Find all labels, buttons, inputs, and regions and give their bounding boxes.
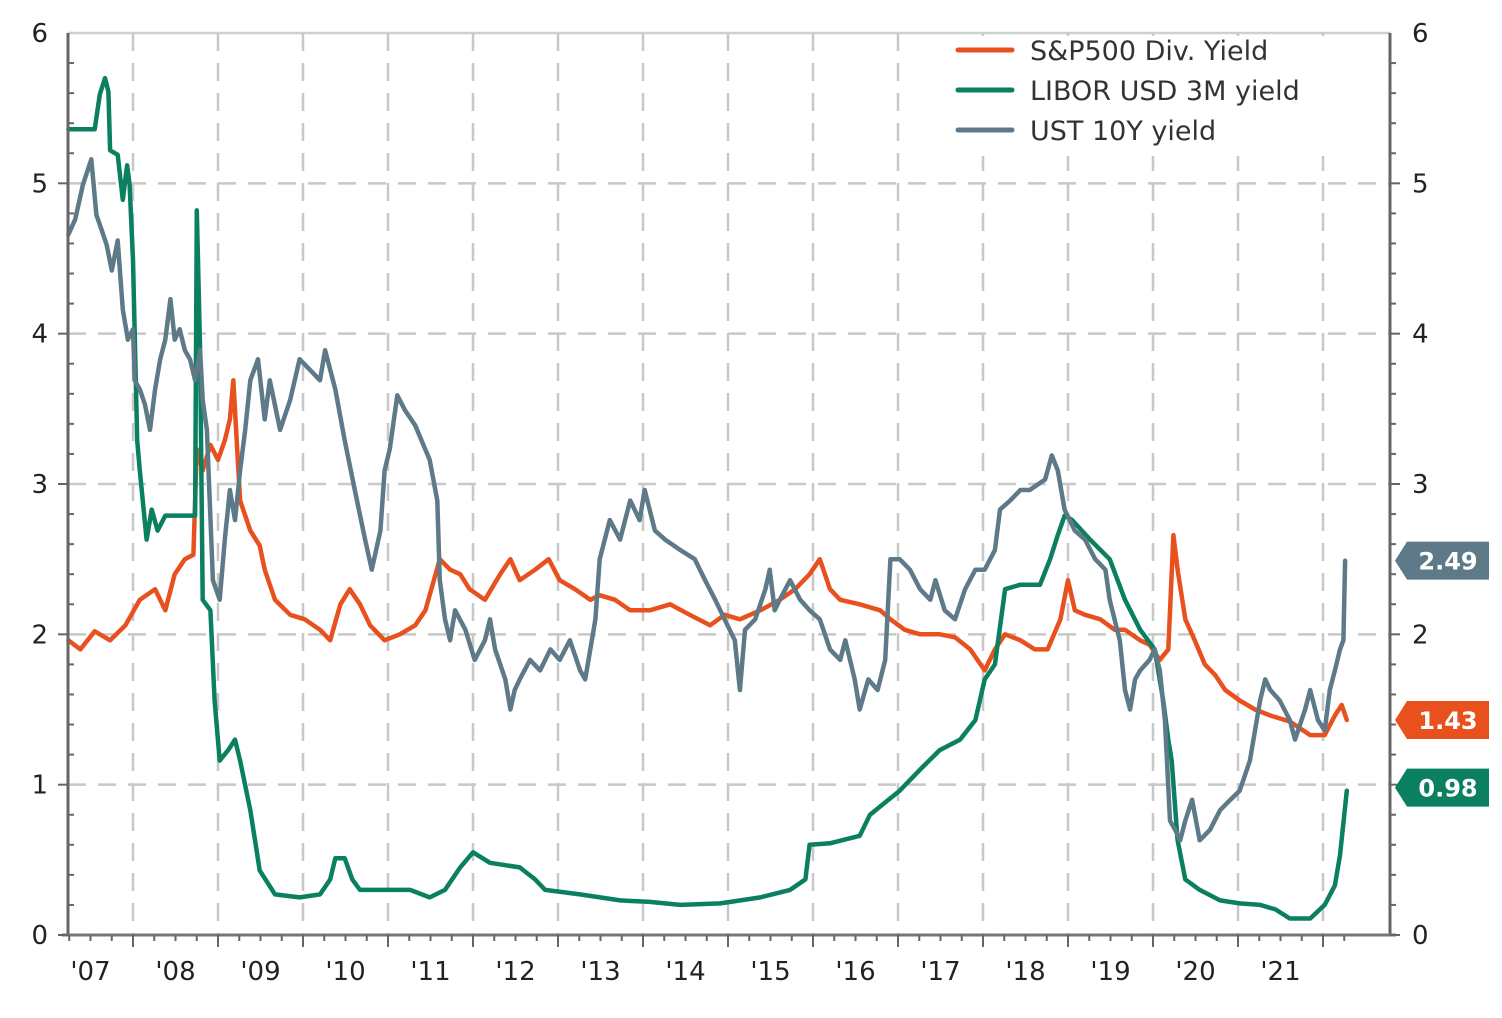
series-line-ust-10y [66,157,1348,843]
grid [68,31,1390,935]
axes: 01234560123456'07'08'09'10'11'12'13'14'1… [31,19,1428,987]
legend-label[interactable]: S&P500 Div. Yield [1030,36,1268,67]
x-tick-label: '21 [1260,957,1300,987]
y-tick-label-left: 0 [31,921,48,951]
y-tick-label-right: 3 [1412,470,1429,500]
x-tick-label: '20 [1175,957,1215,987]
last-value-badge [1395,768,1489,807]
y-tick-label-right: 6 [1412,19,1429,49]
y-tick-label-left: 4 [31,320,48,350]
last-value-label: 1.43 [1418,707,1477,735]
y-tick-label-left: 6 [31,19,48,49]
last-value-label: 0.98 [1418,775,1477,803]
x-tick-label: '07 [70,957,110,987]
legend-background [945,36,1385,156]
x-tick-label: '18 [1005,957,1045,987]
x-tick-label: '19 [1090,957,1130,987]
last-value-label: 2.49 [1418,548,1477,576]
x-tick-label: '16 [835,957,875,987]
y-tick-label-left: 5 [31,169,48,199]
legend-label[interactable]: LIBOR USD 3M yield [1030,76,1300,107]
last-value-badge [1395,701,1489,740]
x-tick-label: '12 [495,957,535,987]
y-tick-label-left: 1 [31,771,48,801]
y-tick-label-left: 3 [31,470,48,500]
x-tick-label: '14 [665,957,705,987]
legend[interactable]: S&P500 Div. Yield LIBOR USD 3M yield UST 1… [945,36,1385,156]
x-tick-label: '15 [750,957,790,987]
series-line-sp500-div-yield [66,378,1350,738]
x-tick-label: '11 [410,957,450,987]
series-layer [66,75,1350,921]
last-value-badges: 1.43 0.98 2.49 [1395,541,1489,807]
x-tick-label: '09 [240,957,280,987]
y-tick-label-left: 2 [31,620,48,650]
legend-label[interactable]: UST 10Y yield [1030,116,1216,147]
series-line-libor-usd-3m [66,75,1350,921]
x-tick-label: '13 [580,957,620,987]
last-value-badge [1395,541,1489,580]
y-tick-label-right: 4 [1412,320,1429,350]
x-tick-label: '08 [155,957,195,987]
y-tick-label-right: 2 [1412,620,1429,650]
x-tick-label: '10 [325,957,365,987]
y-tick-label-right: 0 [1412,921,1429,951]
y-tick-label-right: 5 [1412,169,1429,199]
x-tick-label: '17 [920,957,960,987]
